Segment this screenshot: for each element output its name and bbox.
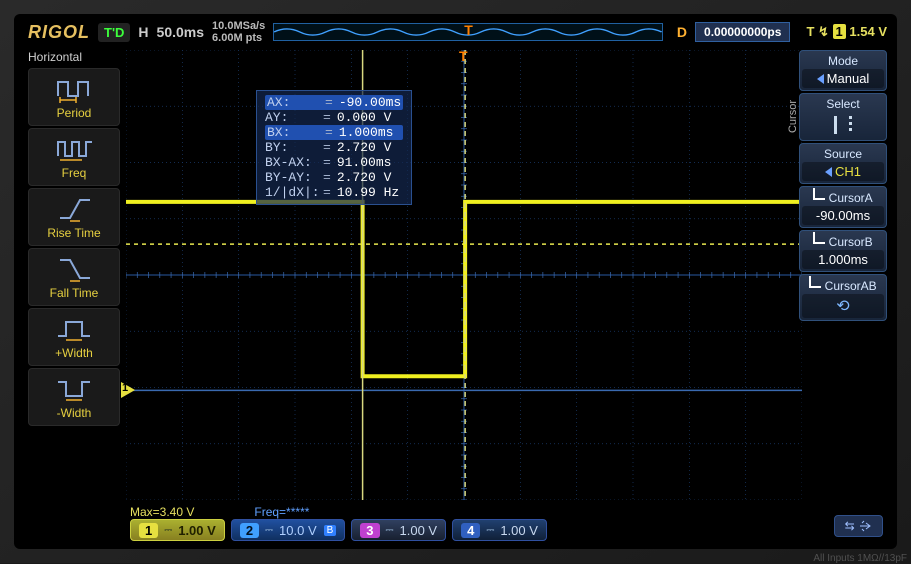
triangle-left-icon <box>825 167 832 177</box>
brand-logo: RIGOL <box>28 22 90 43</box>
cursor-vertical-label: Cursor <box>787 100 799 133</box>
measurement-stats: Max=3.40 V Freq=***** <box>130 505 309 519</box>
menu-header: CursorAB <box>800 277 886 294</box>
cursor-readout-panel: AX:=-90.00msAY:=0.000 VBX:=1.000msBY:=2.… <box>256 90 412 205</box>
return-icon <box>809 276 821 288</box>
trigger-t-label: T <box>806 24 814 39</box>
menu-header: CursorA <box>800 189 886 206</box>
select-bars-icon <box>800 112 886 138</box>
timebase-value: 50.0ms <box>157 24 204 40</box>
measure-label: +Width <box>55 346 93 360</box>
measure-pwidth-button[interactable]: +Width <box>28 308 120 366</box>
cursor-a-label: CursorA <box>829 191 873 205</box>
trigger-level: 1.54 V <box>849 24 887 39</box>
channel-2-button[interactable]: 2⎓10.0 VB <box>231 519 345 541</box>
cursor-b-bar-icon <box>849 116 852 134</box>
delay-value: 0.00000000ps <box>695 22 790 42</box>
overview-trigger-marker: T <box>464 22 473 38</box>
ch1-ground-marker <box>121 382 135 398</box>
stat-max: Max=3.40 V <box>130 505 194 519</box>
return-icon <box>813 232 825 244</box>
source-value-text: CH1 <box>835 164 861 179</box>
measure-period-button[interactable]: Period <box>28 68 120 126</box>
top-bar: RIGOL T'D H 50.0ms 10.0MSa/s 6.00M pts T… <box>28 20 887 44</box>
waveform-overview[interactable]: T <box>273 23 663 41</box>
trigger-edge-icon: ↯ <box>818 24 829 39</box>
cursor-b-label: CursorB <box>829 235 873 249</box>
right-sidebar: Mode Manual Select Source CH1 <box>799 50 887 499</box>
cursor-b-menu[interactable]: CursorB 1.000ms <box>799 230 887 272</box>
menu-header: Source <box>800 146 886 162</box>
measure-label: Fall Time <box>50 286 99 300</box>
run-state-badge: T'D <box>98 23 130 42</box>
inputs-footer-label: All Inputs 1MΩ//13pF <box>813 553 907 564</box>
trigger-channel-badge: 1 <box>833 24 846 39</box>
period-icon <box>54 74 94 104</box>
channel-1-button[interactable]: 1⎓1.00 V <box>130 519 225 541</box>
trigger-position-marker: T <box>459 48 468 64</box>
cursor-ab-label: CursorAB <box>825 279 877 293</box>
measure-nwidth-button[interactable]: -Width <box>28 368 120 426</box>
usb-indicator: ⇆ <box>834 515 883 537</box>
falltime-icon <box>54 254 94 284</box>
mode-value: Manual <box>802 69 884 88</box>
cursor-a-menu[interactable]: CursorA -90.00ms <box>799 186 887 228</box>
measure-freq-button[interactable]: Freq <box>28 128 120 186</box>
left-sidebar: Horizontal Period Freq Rise Time Fall Ti… <box>28 50 120 499</box>
cursor-a-value: -90.00ms <box>802 206 884 225</box>
measure-label: Freq <box>62 166 87 180</box>
menu-header: CursorB <box>800 233 886 250</box>
measure-label: -Width <box>57 406 92 420</box>
channel-row: 1⎓1.00 V 2⎓10.0 VB 3⎓1.00 V 4⎓1.00 V <box>130 519 547 541</box>
measure-risetime-button[interactable]: Rise Time <box>28 188 120 246</box>
cursor-ab-menu[interactable]: CursorAB ⟲ <box>799 274 887 321</box>
select-menu[interactable]: Select <box>799 93 887 141</box>
left-sidebar-title: Horizontal <box>28 50 120 64</box>
nwidth-icon <box>54 374 94 404</box>
refresh-icon: ⟲ <box>836 296 849 316</box>
freq-icon <box>54 134 94 164</box>
menu-header: Mode <box>800 53 886 69</box>
triangle-left-icon <box>817 74 824 84</box>
sample-info: 10.0MSa/s 6.00M pts <box>212 20 265 44</box>
cursor-ab-value: ⟲ <box>802 294 884 318</box>
measure-label: Period <box>57 106 92 120</box>
source-value: CH1 <box>802 162 884 181</box>
mode-value-text: Manual <box>827 71 870 86</box>
trigger-info: T ↯ 1 1.54 V <box>806 24 887 40</box>
screen: RIGOL T'D H 50.0ms 10.0MSa/s 6.00M pts T… <box>14 14 897 549</box>
pwidth-icon <box>54 314 94 344</box>
plot-trace <box>126 50 802 500</box>
measure-label: Rise Time <box>47 226 100 240</box>
waveform-plot[interactable]: T AX:=-90.00msAY:=0.000 VBX:=1.000msBY:=… <box>126 50 802 500</box>
measure-falltime-button[interactable]: Fall Time <box>28 248 120 306</box>
cursor-b-value: 1.000ms <box>802 250 884 269</box>
timebase-h-label: H <box>138 24 148 40</box>
delay-d-label: D <box>677 24 687 40</box>
cursor-a-bar-icon <box>834 116 837 134</box>
sample-rate: 10.0MSa/s <box>212 20 265 32</box>
source-menu[interactable]: Source CH1 <box>799 143 887 184</box>
channel-4-button[interactable]: 4⎓1.00 V <box>452 519 547 541</box>
stat-freq: Freq=***** <box>254 505 309 519</box>
menu-header: Select <box>800 96 886 112</box>
return-icon <box>813 188 825 200</box>
memory-depth: 6.00M pts <box>212 32 265 44</box>
usb-icon <box>858 520 872 532</box>
risetime-icon <box>54 194 94 224</box>
oscilloscope-frame: RIGOL T'D H 50.0ms 10.0MSa/s 6.00M pts T… <box>0 0 911 563</box>
mode-menu[interactable]: Mode Manual <box>799 50 887 91</box>
channel-3-button[interactable]: 3⎓1.00 V <box>351 519 446 541</box>
